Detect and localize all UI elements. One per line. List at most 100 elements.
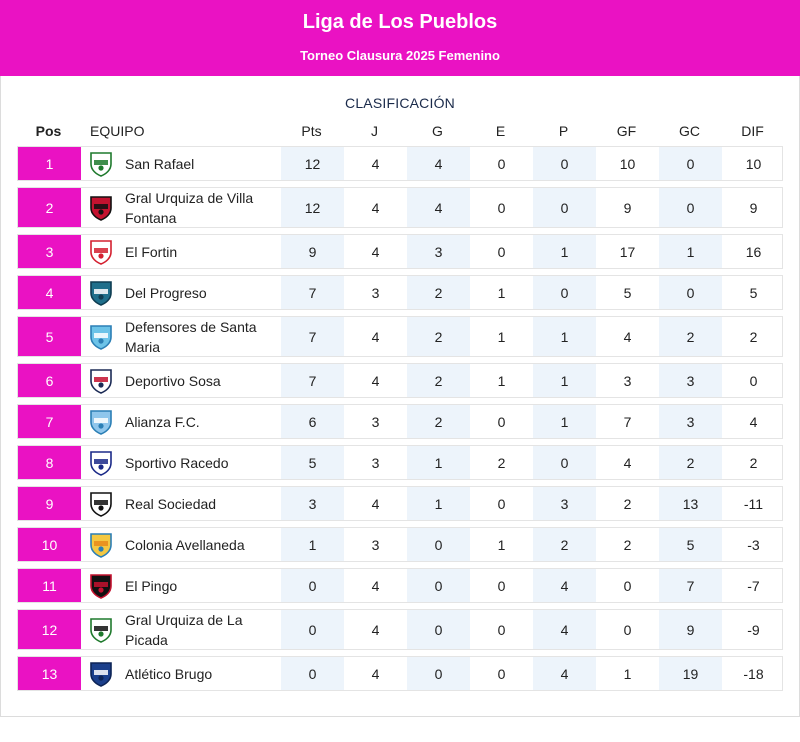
position-cell: 2 [18, 188, 81, 227]
j-cell: 3 [371, 454, 380, 471]
table-row: 3 El Fortin 9 4 3 0 1 17 1 16 [17, 234, 783, 269]
p-cell: 3 [533, 487, 596, 520]
gf-cell: 9 [623, 199, 632, 216]
pts-cell: 12 [281, 188, 344, 227]
table-row: 12 Gral Urquiza de La Picada 0 4 0 0 4 0 9 -9 [17, 609, 783, 650]
g-cell: 4 [407, 147, 470, 180]
team-cell: Gral Urquiza de La Picada [88, 610, 288, 649]
j-cell: 3 [371, 284, 380, 301]
gc-cell: 13 [659, 487, 722, 520]
gc-cell: 2 [659, 446, 722, 479]
g-cell: 4 [407, 188, 470, 227]
table-row: 6 Deportivo Sosa 7 4 2 1 1 3 3 0 [17, 363, 783, 398]
column-header-p: P [558, 123, 569, 139]
san-rafael-crest-icon [88, 151, 114, 177]
dif-cell: 16 [745, 243, 762, 260]
team-name: Defensores de Santa Maria [125, 318, 257, 355]
gc-cell: 2 [659, 317, 722, 356]
g-cell: 2 [407, 364, 470, 397]
column-header-pts: Pts [301, 123, 322, 139]
j-cell: 4 [371, 155, 380, 172]
p-cell: 4 [533, 610, 596, 649]
p-cell: 0 [533, 188, 596, 227]
sportivo-racedo-crest-icon [88, 450, 114, 476]
team-cell: Defensores de Santa Maria [88, 317, 288, 356]
dif-cell: 0 [749, 372, 758, 389]
p-cell: 1 [533, 317, 596, 356]
g-cell: 2 [407, 276, 470, 309]
j-cell: 4 [371, 621, 380, 638]
e-cell: 1 [497, 284, 506, 301]
team-cell: Atlético Brugo [88, 657, 288, 690]
g-cell: 0 [407, 657, 470, 690]
gf-cell: 7 [623, 413, 632, 430]
gf-cell: 17 [619, 243, 636, 260]
g-cell: 0 [407, 610, 470, 649]
g-cell: 1 [407, 446, 470, 479]
tournament-subtitle: Torneo Clausura 2025 Femenino [300, 48, 500, 63]
position-cell: 3 [18, 235, 81, 268]
e-cell: 0 [497, 243, 506, 260]
column-header-dif: DIF [741, 123, 764, 139]
team-name: El Pingo [125, 577, 178, 594]
column-header-j: J [371, 123, 378, 139]
column-header-gf: GF [616, 123, 637, 139]
e-cell: 1 [497, 372, 506, 389]
team-cell: El Pingo [88, 569, 288, 602]
team-name: El Fortin [125, 243, 178, 260]
p-cell: 1 [533, 364, 596, 397]
g-cell: 0 [407, 528, 470, 561]
position-cell: 6 [18, 364, 81, 397]
column-header-g: G [432, 123, 443, 139]
team-cell: Sportivo Racedo [88, 446, 288, 479]
team-name: Atlético Brugo [125, 665, 213, 682]
p-cell: 2 [533, 528, 596, 561]
standings-panel: CLASIFICACIÓN Pos EQUIPO Pts J G E P GF … [0, 76, 800, 717]
deportivo-sosa-crest-icon [88, 368, 114, 394]
team-name: Gral Urquiza de Villa Fontana [125, 189, 254, 226]
team-name: Sportivo Racedo [125, 454, 229, 471]
position-cell: 1 [18, 147, 81, 180]
g-cell: 3 [407, 235, 470, 268]
gf-cell: 2 [623, 536, 632, 553]
j-cell: 4 [371, 199, 380, 216]
j-cell: 4 [371, 372, 380, 389]
position-cell: 10 [18, 528, 81, 561]
dif-cell: -18 [743, 665, 764, 682]
position-cell: 9 [18, 487, 81, 520]
table-row: 13 Atlético Brugo 0 4 0 0 4 1 19 -18 [17, 656, 783, 691]
pts-cell: 7 [281, 276, 344, 309]
team-cell: Alianza F.C. [88, 405, 288, 438]
p-cell: 0 [533, 276, 596, 309]
j-cell: 3 [371, 536, 380, 553]
dif-cell: -11 [743, 495, 764, 512]
team-cell: El Fortin [88, 235, 288, 268]
table-row: 5 Defensores de Santa Maria 7 4 2 1 1 4 2 2 [17, 316, 783, 357]
table-row: 1 San Rafael 12 4 4 0 0 10 0 10 [17, 146, 783, 181]
p-cell: 1 [533, 235, 596, 268]
gf-cell: 0 [623, 577, 632, 594]
team-name: Gral Urquiza de La Picada [125, 611, 243, 648]
e-cell: 0 [497, 199, 506, 216]
e-cell: 0 [497, 413, 506, 430]
defensores-santa-maria-crest-icon [88, 324, 114, 350]
gc-cell: 1 [659, 235, 722, 268]
page-header: Liga de Los Pueblos Torneo Clausura 2025… [0, 0, 800, 76]
dif-cell: 4 [749, 413, 758, 430]
e-cell: 1 [497, 328, 506, 345]
team-cell: Gral Urquiza de Villa Fontana [88, 188, 288, 227]
gc-cell: 5 [659, 528, 722, 561]
gral-urquiza-la-picada-crest-icon [88, 617, 114, 643]
real-sociedad-crest-icon [88, 491, 114, 517]
j-cell: 4 [371, 243, 380, 260]
position-cell: 7 [18, 405, 81, 438]
dif-cell: -9 [747, 621, 760, 638]
p-cell: 0 [533, 446, 596, 479]
team-cell: Del Progreso [88, 276, 288, 309]
column-header-team: EQUIPO [90, 123, 145, 139]
g-cell: 2 [407, 317, 470, 356]
j-cell: 4 [371, 495, 380, 512]
pts-cell: 0 [281, 657, 344, 690]
table-row: 8 Sportivo Racedo 5 3 1 2 0 4 2 2 [17, 445, 783, 480]
dif-cell: 10 [745, 155, 762, 172]
